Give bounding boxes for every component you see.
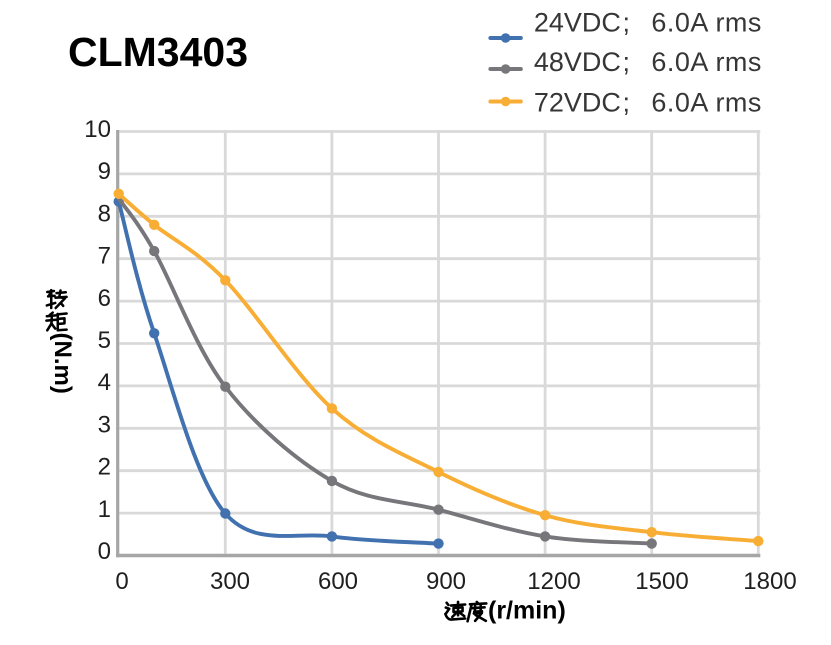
svg-text:8: 8 bbox=[98, 200, 111, 227]
svg-text:(N.m): (N.m) bbox=[49, 333, 76, 394]
svg-text:1200: 1200 bbox=[527, 568, 580, 595]
svg-text:10: 10 bbox=[84, 116, 111, 143]
svg-text:;: ; bbox=[623, 47, 631, 77]
svg-text:CLM3403: CLM3403 bbox=[68, 29, 248, 75]
svg-text:1500: 1500 bbox=[635, 568, 688, 595]
svg-text:(r/min): (r/min) bbox=[488, 597, 566, 625]
svg-text:;: ; bbox=[623, 7, 631, 37]
svg-text:4: 4 bbox=[98, 369, 111, 396]
svg-text:1: 1 bbox=[98, 496, 111, 523]
svg-text:900: 900 bbox=[426, 568, 466, 595]
svg-text:6.0A rms: 6.0A rms bbox=[651, 87, 762, 117]
svg-text:72VDC: 72VDC bbox=[534, 87, 621, 117]
svg-text:;: ; bbox=[623, 87, 631, 117]
svg-text:5: 5 bbox=[98, 327, 111, 354]
svg-text:600: 600 bbox=[318, 568, 358, 595]
svg-text:0: 0 bbox=[98, 538, 111, 565]
svg-text:6.0A rms: 6.0A rms bbox=[651, 47, 762, 77]
svg-text:2: 2 bbox=[98, 454, 111, 481]
svg-text:24VDC: 24VDC bbox=[534, 7, 621, 37]
svg-text:9: 9 bbox=[98, 158, 111, 185]
svg-text:7: 7 bbox=[98, 243, 111, 270]
svg-text:1800: 1800 bbox=[743, 568, 796, 595]
svg-text:300: 300 bbox=[210, 568, 250, 595]
svg-text:6: 6 bbox=[98, 285, 111, 312]
svg-text:3: 3 bbox=[98, 411, 111, 438]
svg-text:48VDC: 48VDC bbox=[534, 47, 621, 77]
svg-text:6.0A rms: 6.0A rms bbox=[651, 7, 762, 37]
svg-text:0: 0 bbox=[115, 568, 128, 595]
